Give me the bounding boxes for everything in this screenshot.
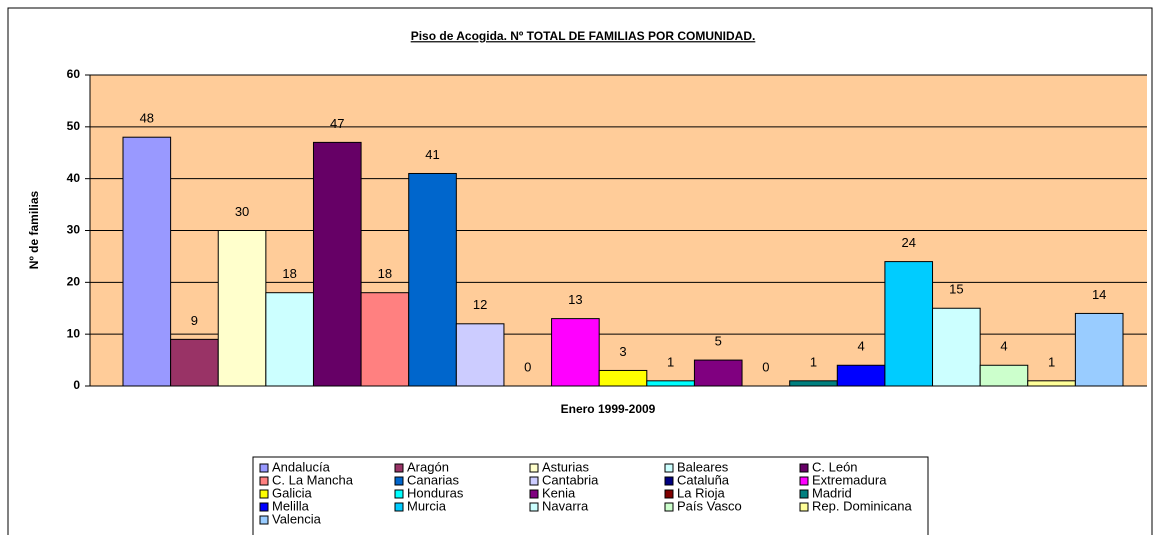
bar [217,230,267,387]
bar [932,307,981,387]
bar [265,292,314,387]
bar [693,359,743,387]
chart-title: Piso de Acogida. Nº TOTAL DE FAMILIAS PO… [411,29,756,43]
legend-label: Baleares [677,459,729,474]
data-label: 14 [1092,287,1106,302]
y-tick-label: 0 [73,378,80,392]
data-label: 18 [282,266,296,281]
legend-label: Valencia [272,511,322,526]
legend-label: C. La Mancha [272,472,354,487]
data-label: 1 [810,354,817,369]
data-label: 12 [473,297,487,312]
bar [408,172,457,387]
bar [551,318,600,387]
legend-swatch [259,463,269,473]
y-tick-label: 30 [67,223,81,237]
legend-swatch [664,489,674,499]
data-label: 18 [378,266,392,281]
legend-swatch [664,476,674,486]
bar [979,364,1029,387]
bar [836,364,886,387]
legend-swatch [259,489,269,499]
y-axis-label: Nº de familias [27,190,41,269]
legend-label: Honduras [407,485,464,500]
legend-box [252,456,929,535]
legend-label: C. León [812,459,858,474]
legend-swatch [799,489,809,499]
bar [122,136,172,387]
legend-swatch [394,489,404,499]
legend-label: Andalucía [272,459,331,474]
bar [312,141,362,387]
data-label: 4 [1000,339,1007,354]
legend-label: Rep. Dominicana [812,498,912,513]
data-label: 0 [524,359,531,374]
data-label: 48 [140,111,154,126]
legend-swatch [394,502,404,512]
data-label: 41 [425,147,439,162]
legend-swatch [259,502,269,512]
legend-swatch [664,463,674,473]
legend-swatch [799,476,809,486]
legend-label: Navarra [542,498,589,513]
data-label: 4 [857,339,864,354]
bar [646,380,695,387]
bar [884,261,934,387]
bar [170,338,219,387]
data-label: 3 [619,344,626,359]
legend-swatch [259,476,269,486]
legend-swatch [259,515,269,525]
legend-label: Cantabria [542,472,599,487]
legend-label: Aragón [407,459,449,474]
x-tick-label: Enero 1999-2009 [561,402,656,416]
data-label: 1 [1048,354,1055,369]
legend-label: Canarias [407,472,460,487]
legend-label: Cataluña [677,472,730,487]
data-label: 5 [715,334,722,349]
bar [1027,380,1076,387]
y-tick-label: 20 [67,275,81,289]
bar [598,369,648,387]
legend-label: La Rioja [677,485,725,500]
legend-swatch [664,502,674,512]
data-label: 0 [762,359,769,374]
y-tick-label: 60 [67,67,81,81]
legend-swatch [529,489,539,499]
legend-label: Madrid [812,485,852,500]
legend-label: Murcia [407,498,447,513]
y-tick-label: 50 [67,119,81,133]
data-label: 9 [191,313,198,328]
legend-swatch [394,463,404,473]
legend-label: Galicia [272,485,313,500]
legend-label: Melilla [272,498,310,513]
legend-label: Asturias [542,459,589,474]
legend-label: Extremadura [812,472,887,487]
bar [1074,312,1124,387]
legend-swatch [529,502,539,512]
data-label: 15 [949,282,963,297]
y-tick-label: 40 [67,171,81,185]
data-label: 24 [901,235,915,250]
legend-swatch [799,502,809,512]
legend-swatch [799,463,809,473]
legend-swatch [529,463,539,473]
data-label: 1 [667,354,674,369]
bar [789,380,838,387]
legend-swatch [394,476,404,486]
bar [455,323,505,387]
legend-label: País Vasco [677,498,742,513]
data-label: 47 [330,116,344,131]
legend-swatch [529,476,539,486]
legend-label: Kenia [542,485,576,500]
y-tick-label: 10 [67,326,81,340]
data-label: 30 [235,204,249,219]
bar [360,292,410,387]
data-label: 13 [568,292,582,307]
